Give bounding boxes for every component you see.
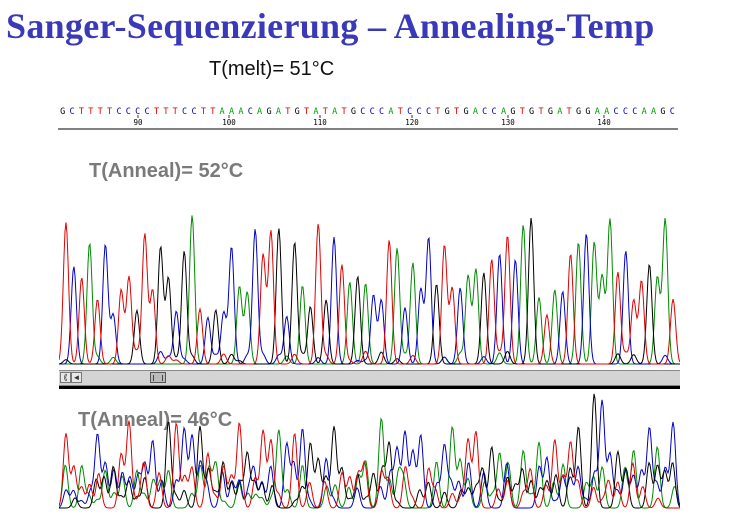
sequence-base: T bbox=[88, 107, 93, 117]
sequence-base: A bbox=[595, 107, 600, 117]
sequence-base: C bbox=[379, 107, 384, 117]
sequence-base: G bbox=[295, 107, 300, 117]
sequence-base: G bbox=[266, 107, 271, 117]
panel-divider bbox=[59, 386, 680, 389]
sequence-base: T bbox=[285, 107, 290, 117]
sequence-base: C bbox=[417, 107, 422, 117]
sequence-base: G bbox=[529, 107, 534, 117]
sequence-base: A bbox=[276, 107, 281, 117]
sequence-base: C bbox=[191, 107, 196, 117]
position-label: 100 bbox=[222, 118, 236, 127]
sequence-base: A bbox=[651, 107, 656, 117]
sequence-base: T bbox=[304, 107, 309, 117]
sequence-base: A bbox=[473, 107, 478, 117]
sequence-base: C bbox=[482, 107, 487, 117]
sequence-base: A bbox=[501, 107, 506, 117]
sequence-base: G bbox=[60, 107, 65, 117]
sequence-base: A bbox=[642, 107, 647, 117]
sequence-base: C bbox=[126, 107, 131, 117]
sequence-base: G bbox=[585, 107, 590, 117]
sequence-base: A bbox=[313, 107, 318, 117]
sequence-base: C bbox=[182, 107, 187, 117]
sequence-base: C bbox=[145, 107, 150, 117]
sequence-base: T bbox=[323, 107, 328, 117]
sequence-base: C bbox=[492, 107, 497, 117]
melt-temperature-label: T(melt)= 51°C bbox=[209, 58, 335, 80]
anneal-label-52: T(Anneal)= 52°C bbox=[89, 160, 244, 182]
sequence-base: T bbox=[567, 107, 572, 117]
trace-g bbox=[59, 393, 680, 509]
sequence-base: T bbox=[520, 107, 525, 117]
scroll-left-arrow-icon[interactable]: ◄ bbox=[71, 372, 82, 383]
sequence-base: C bbox=[360, 107, 365, 117]
slide-title: Sanger-Sequenzierung – Annealing-Temp bbox=[6, 6, 655, 46]
sequence-base: T bbox=[201, 107, 206, 117]
sequence-base: A bbox=[388, 107, 393, 117]
sequence-base: G bbox=[463, 107, 468, 117]
trace-g bbox=[59, 217, 680, 365]
sequence-base: T bbox=[107, 107, 112, 117]
sequence-base: T bbox=[210, 107, 215, 117]
sequence-base: T bbox=[538, 107, 543, 117]
sequence-base: A bbox=[332, 107, 337, 117]
chromatogram-46 bbox=[59, 393, 680, 509]
sequence-base: T bbox=[398, 107, 403, 117]
grip-icon bbox=[153, 375, 163, 381]
position-label: 130 bbox=[501, 118, 515, 127]
scroll-thumb[interactable] bbox=[150, 372, 166, 383]
trace-c bbox=[59, 399, 680, 509]
sequence-base: T bbox=[454, 107, 459, 117]
scroll-first-button[interactable]: ⟪ bbox=[60, 372, 71, 383]
sequence-base: C bbox=[632, 107, 637, 117]
sequence-base: A bbox=[257, 107, 262, 117]
sequence-base: C bbox=[670, 107, 675, 117]
trace-a bbox=[59, 417, 680, 509]
trace-c bbox=[59, 229, 680, 365]
sequence-base: C bbox=[370, 107, 375, 117]
sequence-base: T bbox=[163, 107, 168, 117]
position-label: 140 bbox=[597, 118, 611, 127]
sequence-base: A bbox=[229, 107, 234, 117]
sequence-base: C bbox=[426, 107, 431, 117]
sequence-base: A bbox=[557, 107, 562, 117]
sequence-base: C bbox=[70, 107, 75, 117]
sequence-base: G bbox=[660, 107, 665, 117]
position-label: 120 bbox=[405, 118, 419, 127]
anneal-label-46: T(Anneal)= 46°C bbox=[78, 409, 233, 431]
trace-t bbox=[59, 420, 680, 509]
chromatogram-scrollbar[interactable]: ⟪ ◄ bbox=[59, 370, 680, 386]
sequence-base: C bbox=[407, 107, 412, 117]
sequence-base: T bbox=[342, 107, 347, 117]
sequence-base: C bbox=[135, 107, 140, 117]
sequence-base: G bbox=[576, 107, 581, 117]
sequence-base: G bbox=[445, 107, 450, 117]
sequence-base: A bbox=[220, 107, 225, 117]
trace-t bbox=[59, 222, 680, 365]
position-label: 90 bbox=[133, 118, 143, 127]
sequence-base: C bbox=[613, 107, 618, 117]
sequence-base: T bbox=[154, 107, 159, 117]
sequence-base: C bbox=[116, 107, 121, 117]
sequence-base: T bbox=[173, 107, 178, 117]
sequence-base: T bbox=[79, 107, 84, 117]
sequence-base: G bbox=[351, 107, 356, 117]
position-label: 110 bbox=[313, 118, 327, 127]
sequence-base: C bbox=[623, 107, 628, 117]
sequence-base: G bbox=[548, 107, 553, 117]
sequence-base: A bbox=[604, 107, 609, 117]
sequence-base: T bbox=[98, 107, 103, 117]
sequence-base: G bbox=[510, 107, 515, 117]
sequence-base: A bbox=[238, 107, 243, 117]
chromatogram-52 bbox=[59, 215, 680, 365]
sequence-base: C bbox=[248, 107, 253, 117]
sequence-base: T bbox=[435, 107, 440, 117]
